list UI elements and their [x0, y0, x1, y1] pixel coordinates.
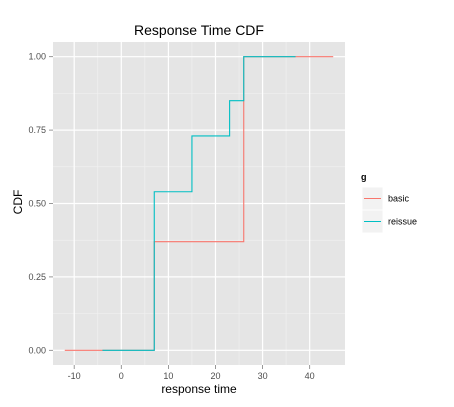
y-tick-label: 0.75	[28, 125, 46, 135]
axis-ticks	[49, 56, 311, 369]
legend: g basic reissue	[361, 172, 417, 234]
x-axis-title: response time	[161, 382, 237, 396]
series-layer	[64, 56, 334, 351]
x-tick-label: 40	[305, 371, 315, 381]
x-tick-label: 20	[210, 371, 220, 381]
y-tick-labels: 0.00 0.25 0.50 0.75 1.00	[28, 52, 46, 356]
chart-title: Response Time CDF	[134, 22, 264, 38]
legend-label-reissue: reissue	[388, 217, 417, 227]
series-line-reissue	[102, 56, 296, 351]
y-tick-label: 1.00	[28, 52, 46, 62]
y-tick-label: 0.25	[28, 272, 46, 282]
x-tick-label: 0	[119, 371, 124, 381]
y-tick-label: 0.50	[28, 199, 46, 209]
legend-title: g	[361, 172, 367, 182]
x-tick-label: 30	[258, 371, 268, 381]
y-tick-label: 0.00	[28, 345, 46, 355]
x-tick-label: 10	[163, 371, 173, 381]
x-tick-label: -10	[68, 371, 81, 381]
y-axis-title: CDF	[11, 190, 25, 215]
legend-label-basic: basic	[388, 194, 410, 204]
x-tick-labels: -10 0 10 20 30 40	[68, 371, 315, 381]
